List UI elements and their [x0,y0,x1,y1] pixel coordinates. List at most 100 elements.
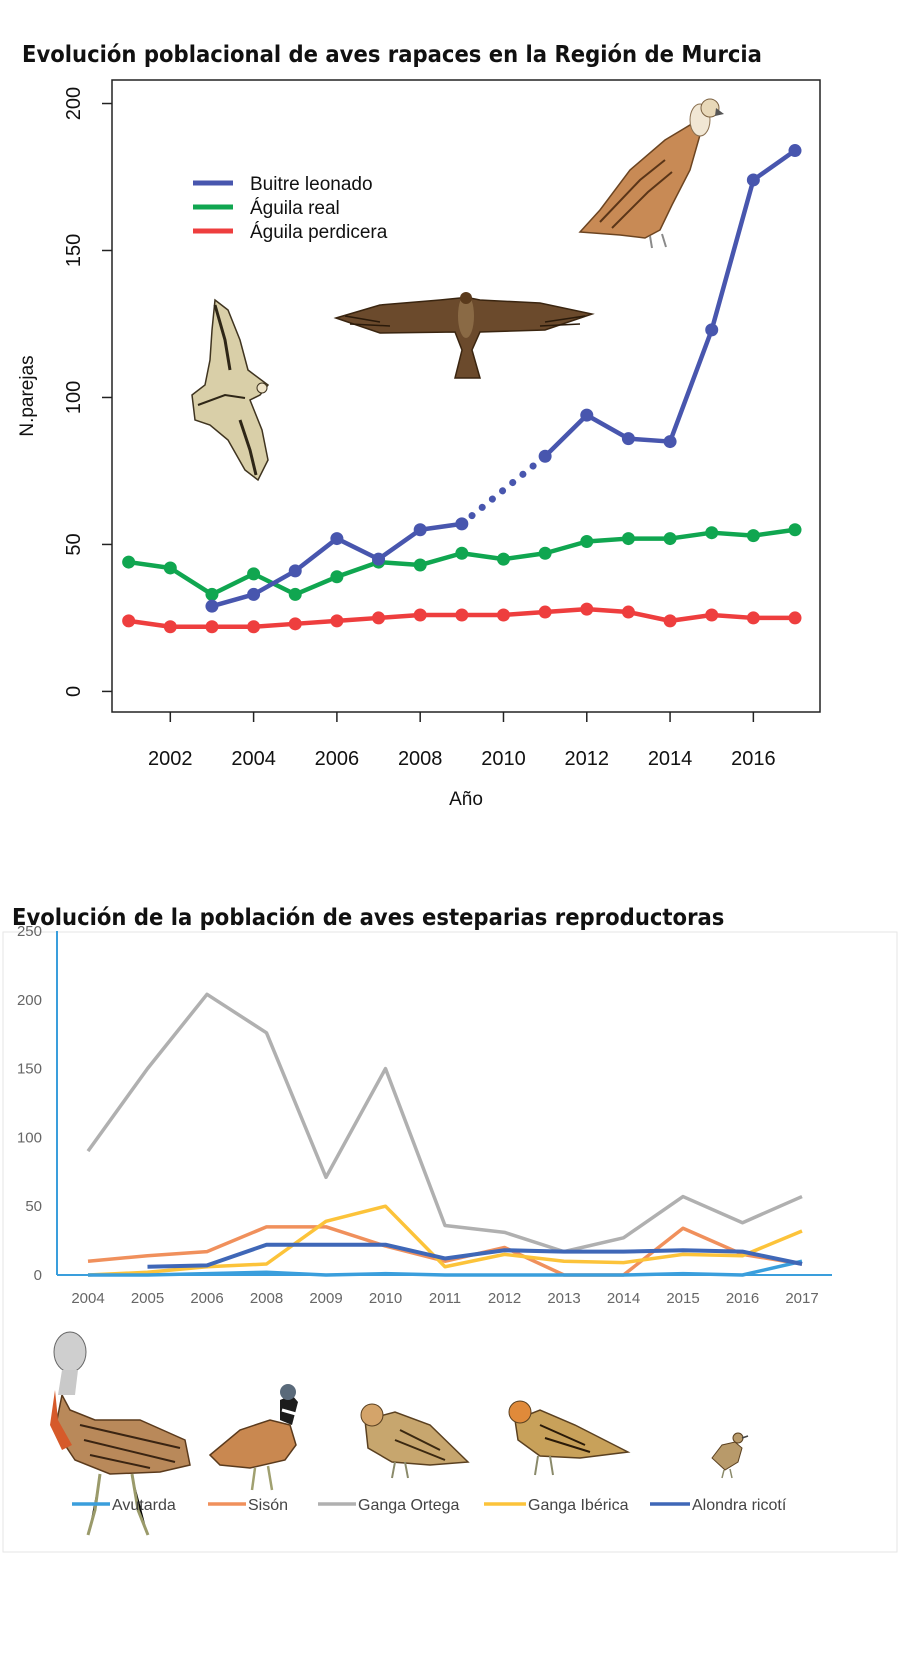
data-point [663,435,677,449]
great-bustard-illustration [50,1331,191,1536]
series--guila-perdicera [122,602,802,634]
line-segment [542,412,590,459]
data-point [621,432,635,446]
line-segment [126,559,173,571]
data-point [538,605,552,619]
data-point [496,608,510,622]
series-sis-n [87,1225,803,1277]
line-segment [501,551,548,562]
data-point [122,555,136,569]
series-avutarda [88,1259,803,1277]
line-segment [417,521,465,532]
legend-label: Alondra ricotí [692,1497,787,1514]
x-tick-label: 2008 [398,748,443,770]
x-tick-label: 2008 [250,1290,283,1307]
legend-label: Sisón [248,1497,288,1514]
x-tick-label: 2010 [369,1290,402,1307]
series--guila-real [122,523,802,601]
line-segment [542,606,590,615]
line-segment [417,551,465,568]
data-point [330,570,344,584]
legend-label: Buitre leonado [250,174,373,195]
legend-label: Águila real [250,198,340,219]
legend-label: Águila perdicera [250,222,388,243]
data-point [705,526,719,540]
data-point [205,599,219,613]
line-segment [292,536,340,574]
eagle-flying-illustration [333,292,595,379]
plot-frame [111,79,821,713]
little-bustard-illustration [208,1384,298,1491]
data-point [247,587,261,601]
x-tick-label: 2014 [607,1290,640,1307]
y-tick-label: 50 [63,533,85,555]
data-point [330,614,344,628]
bonelli-eagle-illustration [191,298,270,482]
series-line [86,992,803,1254]
y-tick-label: 100 [17,1129,42,1146]
data-point [413,608,427,622]
chart-title-rapaces: Evolución poblacional de aves rapaces en… [22,42,762,68]
x-tick-label: 2016 [726,1290,759,1307]
black-bellied-sandgrouse-illustration [360,1403,470,1479]
x-tick-label: 2002 [148,748,193,770]
series-alondra-ricot- [147,1242,803,1269]
data-point [247,567,261,581]
data-point [205,587,219,601]
line-segment [709,530,756,538]
data-point [663,614,677,628]
x-tick-label: 2016 [731,748,776,770]
data-point [330,532,344,546]
line-segment [209,592,256,609]
data-point [496,552,510,566]
x-tick-label: 2011 [429,1290,461,1307]
data-point [413,558,427,572]
data-point [538,546,552,560]
data-point [288,617,302,631]
y-tick-label: 0 [34,1267,42,1284]
line-segment [584,536,631,544]
line-segment [292,574,340,597]
data-point [247,620,261,634]
data-point [455,517,469,531]
line-segment [709,612,756,621]
x-tick-label: 2004 [231,748,276,770]
line-segment [251,621,298,630]
x-tick-label: 2006 [190,1290,223,1307]
line-segment [376,527,423,562]
data-point [455,608,469,622]
legend-label: Ganga Ibérica [528,1497,629,1514]
data-point [663,532,677,546]
pin-tailed-sandgrouse-illustration [508,1400,631,1476]
line-segment [667,327,714,444]
data-point [580,408,594,422]
data-point [621,605,635,619]
data-point [288,587,302,601]
data-point [705,323,719,337]
data-point [538,449,552,463]
series-ganga-ortega [86,992,803,1254]
legend-label: Avutarda [112,1497,176,1514]
legend: Buitre leonado Águila real Águila perdicer… [193,174,388,243]
x-tick-label: 2012 [488,1290,521,1307]
y-tick-label: 200 [63,87,85,120]
line-segment [626,436,673,444]
axes: 0 50 100 150 200 250 2004 2005 2006 2008 2009 2010 2… [17,923,832,1307]
x-tick-label: 2009 [309,1290,342,1307]
x-axis-label: Año [449,789,483,810]
data-point [580,535,594,549]
line-segment [376,612,423,621]
y-tick-label: 150 [63,234,85,267]
x-tick-label: 2006 [315,748,360,770]
data-point [580,602,594,616]
line-segment [667,530,714,541]
line-segment [751,148,798,183]
series-group [86,992,803,1277]
data-point [163,561,177,575]
y-tick-label: 250 [17,923,42,940]
line-segment [459,551,506,562]
raptor-population-chart: 2002 2004 2006 2008 2010 2012 2014 2016 0 50 100 15… [17,79,821,810]
dupont-lark-illustration [711,1432,749,1479]
data-point [163,620,177,634]
data-point [205,620,219,634]
